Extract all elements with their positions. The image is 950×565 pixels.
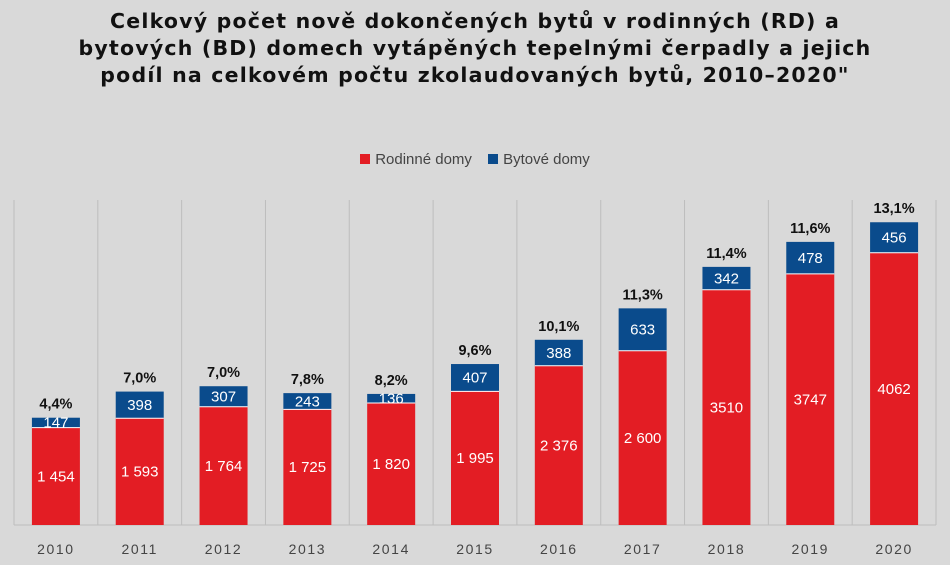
share-label-2020: 13,1% <box>874 201 915 217</box>
x-tick-label-2018: 2018 <box>708 541 746 557</box>
legend-label-bytove-domy: Bytové domy <box>503 151 590 168</box>
bar-bytove-domy-2015 <box>451 364 499 392</box>
bar-bytove-domy-2018 <box>702 266 751 290</box>
data-label-rodinne-domy-2011: 1 593 <box>121 464 159 481</box>
data-label-rodinne-domy-2020: 4062 <box>877 381 910 398</box>
bar-bytove-domy-2020 <box>870 222 919 253</box>
share-label-2015: 9,6% <box>458 343 491 359</box>
data-label-rodinne-domy-2014: 1 820 <box>372 456 410 473</box>
data-label-rodinne-domy-2010: 1 454 <box>37 468 75 485</box>
data-label-rodinne-domy-2012: 1 764 <box>205 458 243 475</box>
data-label-bytove-domy-2010: 147 <box>43 415 68 432</box>
x-tick-label-2020: 2020 <box>875 541 913 557</box>
data-label-rodinne-domy-2013: 1 725 <box>289 459 327 476</box>
x-tick-label-2011: 2011 <box>121 541 158 557</box>
data-label-bytove-domy-2013: 243 <box>295 393 320 410</box>
share-label-2017: 11,3% <box>622 287 662 303</box>
bar-bytove-domy-2014 <box>367 393 416 404</box>
share-label-2019: 11,6% <box>790 221 830 237</box>
data-label-bytove-domy-2015: 407 <box>462 370 487 387</box>
bar-bytove-domy-2019 <box>786 241 835 274</box>
data-label-bytove-domy-2014: 136 <box>379 390 404 407</box>
x-tick-label-2010: 2010 <box>37 541 75 557</box>
bar-bytove-domy-2010 <box>31 417 80 428</box>
data-label-rodinne-domy-2017: 2 600 <box>624 430 662 447</box>
bar-rodinne-domy-2020 <box>870 252 919 525</box>
x-tick-label-2019: 2019 <box>791 541 829 557</box>
data-label-bytove-domy-2018: 342 <box>714 270 739 287</box>
bar-bytove-domy-2013 <box>283 393 332 410</box>
x-tick-label-2016: 2016 <box>540 541 578 557</box>
data-label-rodinne-domy-2016: 2 376 <box>540 437 578 454</box>
data-label-bytove-domy-2012: 307 <box>211 389 236 406</box>
x-tick-label-2017: 2017 <box>624 541 662 557</box>
share-label-2012: 7,0% <box>207 365 240 381</box>
data-label-rodinne-domy-2015: 1 995 <box>456 450 494 467</box>
chart-title: Celkový počet nově dokončených bytů v ro… <box>78 9 872 87</box>
bar-bytove-domy-2011 <box>115 391 164 419</box>
bar-rodinne-domy-2011 <box>115 418 164 525</box>
legend: Rodinné domy Bytové domy <box>0 151 950 168</box>
bar-rodinne-domy-2012 <box>199 406 248 525</box>
share-label-2016: 10,1% <box>538 319 579 335</box>
bar-bytove-domy-2017 <box>618 308 667 351</box>
bar-rodinne-domy-2017 <box>618 350 667 525</box>
share-label-2011: 7,0% <box>123 371 156 387</box>
legend-swatch-bytove-domy <box>488 154 499 164</box>
bar-rodinne-domy-2014 <box>367 403 416 525</box>
bar-bytove-domy-2012 <box>199 386 248 407</box>
x-tick-label-2013: 2013 <box>289 541 327 557</box>
legend-item-bytove-domy: Bytové domy <box>488 151 590 168</box>
legend-swatch-rodinne-domy <box>360 154 371 164</box>
data-label-bytove-domy-2011: 398 <box>127 397 152 414</box>
share-label-2014: 8,2% <box>375 373 408 389</box>
data-label-bytove-domy-2016: 388 <box>546 345 571 362</box>
x-tick-label-2014: 2014 <box>372 541 410 557</box>
bar-rodinne-domy-2019 <box>786 273 835 525</box>
share-label-2013: 7,8% <box>291 372 324 388</box>
legend-item-rodinne-domy: Rodinné domy <box>360 151 472 168</box>
data-label-bytove-domy-2017: 633 <box>630 322 655 339</box>
bar-rodinne-domy-2013 <box>283 409 332 525</box>
legend-label-rodinne-domy: Rodinné domy <box>375 151 472 168</box>
bar-rodinne-domy-2015 <box>451 391 499 525</box>
bar-rodinne-domy-2018 <box>702 289 751 525</box>
x-tick-label-2012: 2012 <box>205 541 243 557</box>
bar-rodinne-domy-2016 <box>534 365 583 525</box>
x-tick-label-2015: 2015 <box>456 541 494 557</box>
data-label-bytove-domy-2020: 456 <box>882 230 907 247</box>
bar-rodinne-domy-2010 <box>31 427 80 525</box>
bar-bytove-domy-2016 <box>534 339 583 366</box>
share-label-2010: 4,4% <box>39 397 72 413</box>
data-label-bytove-domy-2019: 478 <box>798 250 823 267</box>
share-label-2018: 11,4% <box>706 246 746 262</box>
data-label-rodinne-domy-2019: 3747 <box>794 391 827 408</box>
data-label-rodinne-domy-2018: 3510 <box>710 399 743 416</box>
